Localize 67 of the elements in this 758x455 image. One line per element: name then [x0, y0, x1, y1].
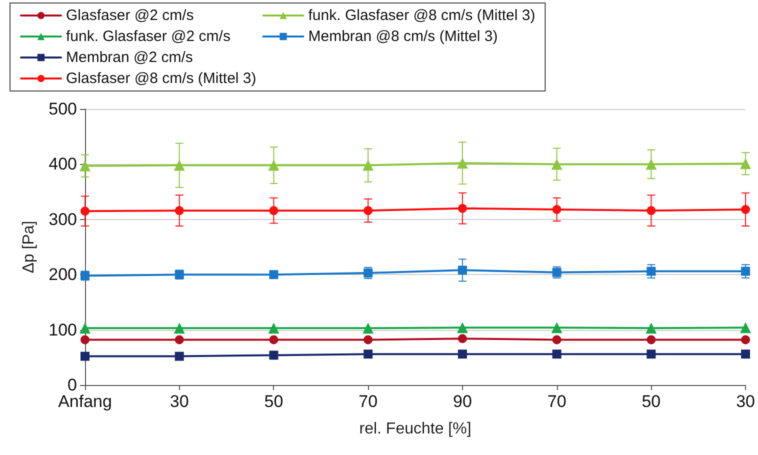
- x-tick-label: 50: [264, 392, 284, 411]
- point: [174, 352, 184, 361]
- y-tick-label: 100: [48, 320, 77, 340]
- point: [646, 206, 656, 216]
- point: [80, 271, 90, 280]
- point: [552, 350, 562, 359]
- x-tick-label: 30: [170, 392, 189, 411]
- point: [458, 334, 467, 344]
- point: [80, 322, 90, 334]
- legend-label: funk. Glasfaser @8 cm/s (Mittel 3): [308, 7, 536, 24]
- point: [362, 160, 374, 171]
- x-tick-label: 30: [736, 392, 756, 411]
- point: [364, 335, 373, 344]
- point: [458, 266, 467, 275]
- x-axis-title: rel. Feuchte [%]: [359, 420, 472, 438]
- point: [269, 350, 278, 360]
- point: [646, 322, 657, 334]
- point: [551, 322, 562, 334]
- point: [458, 350, 467, 359]
- point: [740, 158, 752, 170]
- point: [269, 335, 278, 344]
- point: [552, 335, 562, 344]
- point: [174, 322, 185, 334]
- x-tick-label: 90: [452, 392, 472, 411]
- point: [741, 350, 750, 359]
- y-tick-label: 500: [48, 100, 77, 118]
- point: [80, 335, 90, 344]
- legend-label: Glasfaser @2 cm/s: [66, 7, 194, 24]
- legend-label: Membran @2 cm/s: [66, 49, 193, 66]
- y-tick-label: 300: [48, 210, 77, 229]
- point: [268, 160, 280, 171]
- x-tick-label: 70: [358, 392, 378, 411]
- point: [552, 204, 562, 214]
- legend-label: funk. Glasfaser @2 cm/s: [66, 28, 230, 45]
- point: [646, 266, 656, 276]
- legend-label: Glasfaser @8 cm/s (Mittel 3): [66, 70, 256, 87]
- point: [80, 352, 90, 361]
- point: [741, 204, 750, 214]
- point: [741, 266, 750, 276]
- point: [269, 270, 278, 280]
- y-tick-label: 0: [68, 376, 77, 394]
- point: [456, 322, 468, 334]
- x-tick-label: 50: [642, 392, 661, 411]
- point: [646, 350, 656, 359]
- point: [458, 204, 467, 213]
- point: [364, 350, 373, 359]
- point: [174, 206, 184, 216]
- point: [362, 322, 374, 334]
- point: [646, 158, 657, 170]
- point: [364, 206, 373, 216]
- x-tick-label: 70: [547, 392, 566, 411]
- point: [740, 322, 752, 334]
- point: [269, 206, 278, 216]
- point: [174, 335, 184, 344]
- y-axis-title: Δp [Pa]: [20, 220, 38, 274]
- point: [80, 160, 90, 172]
- y-tick-label: 200: [48, 265, 77, 284]
- point: [268, 322, 280, 334]
- point: [80, 206, 90, 216]
- point: [456, 158, 468, 169]
- point: [741, 335, 750, 344]
- point: [551, 158, 562, 170]
- x-tick-label: Anfang: [58, 392, 112, 411]
- y-tick-label: 400: [48, 154, 77, 174]
- point: [646, 335, 656, 344]
- legend-label: Membran @8 cm/s (Mittel 3): [308, 28, 498, 45]
- point: [174, 160, 185, 171]
